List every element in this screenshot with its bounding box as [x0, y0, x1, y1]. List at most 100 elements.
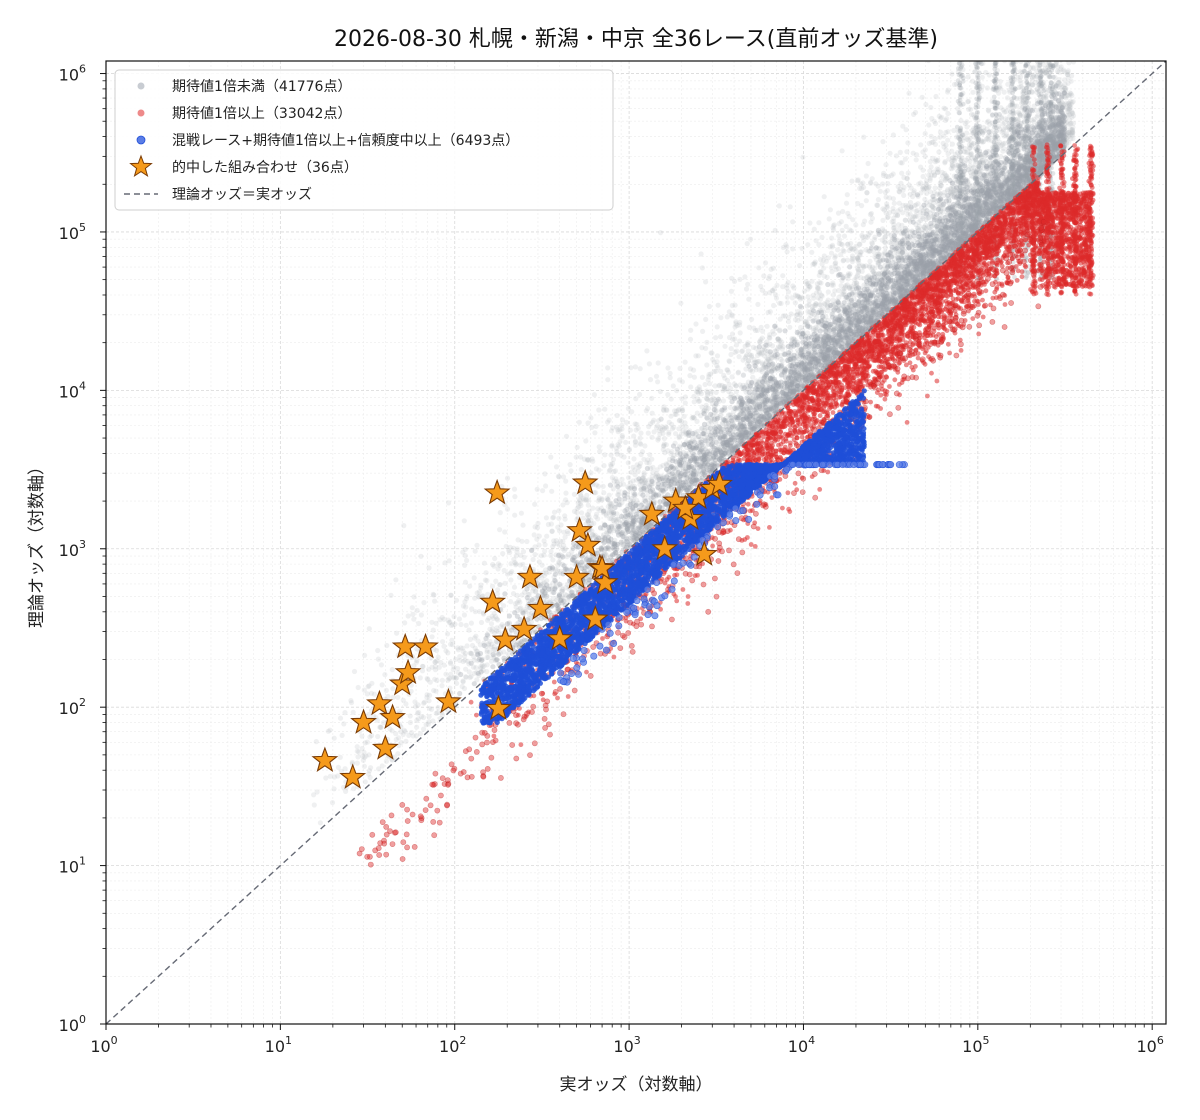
scatter-point-below — [841, 248, 847, 254]
scatter-point-below — [451, 613, 457, 620]
scatter-point-below — [350, 709, 356, 715]
scatter-point-below — [725, 367, 731, 373]
scatter-point-below — [508, 577, 514, 583]
scatter-point-below — [693, 321, 699, 327]
scatter-point-below — [727, 404, 733, 410]
scatter-point-below — [473, 665, 479, 671]
scatter-point-below — [859, 203, 865, 209]
scatter-point-below — [377, 724, 383, 730]
scatter-point-below — [714, 324, 720, 330]
scatter-point-below — [574, 444, 580, 450]
scatter-point-below — [1030, 65, 1036, 72]
scatter-point-below — [489, 583, 496, 590]
scatter-point-below — [891, 225, 898, 231]
scatter-point-below — [709, 350, 715, 356]
scatter-point-below — [868, 179, 874, 185]
scatter-point-below — [653, 373, 660, 379]
scatter-point-below — [1067, 98, 1073, 104]
scatter-point-below — [601, 490, 607, 496]
scatter-point-below — [833, 267, 839, 273]
scatter-point-below — [378, 662, 384, 668]
scatter-point-below — [913, 213, 919, 219]
scatter-point-below — [433, 688, 439, 694]
scatter-point-below — [500, 551, 506, 557]
scatter-point-below — [483, 570, 489, 576]
scatter-point-below — [898, 251, 904, 257]
scatter-point-below — [883, 162, 889, 168]
scatter-point-below — [858, 249, 864, 255]
scatter-point-below — [879, 292, 885, 298]
scatter-point-below — [784, 294, 790, 300]
scatter-point-below — [426, 719, 432, 725]
scatter-point-below — [805, 242, 811, 248]
scatter-point-below — [691, 399, 697, 405]
scatter-point-below — [551, 509, 558, 515]
scatter-point-below — [688, 384, 694, 390]
scatter-point-below — [366, 626, 372, 632]
scatter-point-below — [737, 330, 743, 336]
scatter-point-below — [596, 444, 602, 450]
scatter-point-below — [901, 184, 907, 190]
scatter-point-below — [744, 342, 750, 348]
scatter-point-below — [418, 553, 424, 559]
scatter-point-below — [497, 509, 503, 516]
scatter-point-below — [398, 739, 404, 746]
scatter-point-below — [707, 381, 713, 387]
scatter-point-below — [669, 426, 676, 432]
scatter-point-below — [869, 215, 876, 221]
scatter-point-below — [351, 668, 358, 675]
scatter-point-below — [922, 131, 928, 137]
scatter-point-below — [764, 323, 770, 329]
scatter-point-below — [843, 200, 850, 206]
scatter-point-below — [731, 396, 738, 402]
scatter-point-below — [844, 192, 850, 198]
scatter-point-below — [1014, 160, 1020, 166]
scatter-point-below — [637, 366, 643, 372]
scatter-point-below — [759, 398, 765, 404]
scatter-point-below — [579, 510, 585, 516]
scatter-point-below — [830, 292, 837, 298]
scatter-point-below — [890, 205, 896, 212]
scatter-point-below — [681, 413, 687, 419]
scatter-point-below — [965, 98, 972, 104]
scatter-point-below — [853, 280, 859, 286]
scatter-point-below — [362, 740, 368, 746]
scatter-point-below — [941, 105, 947, 111]
scatter-point-below — [1004, 157, 1010, 163]
scatter-point-below — [623, 439, 629, 445]
scatter-point-below — [484, 578, 490, 584]
scatter-point-below — [458, 621, 464, 628]
scatter-point-below — [771, 286, 777, 292]
scatter-point-below — [426, 714, 432, 720]
scatter-point-below — [880, 206, 886, 212]
scatter-point-below — [735, 370, 741, 376]
scatter-point-below — [439, 677, 445, 684]
scatter-point-below — [339, 732, 345, 739]
scatter-point-below — [560, 502, 566, 508]
scatter-point-below — [556, 515, 562, 521]
scatter-point-below — [354, 760, 360, 766]
scatter-point-below — [413, 703, 419, 710]
scatter-point-below — [730, 394, 737, 400]
scatter-point-below — [677, 377, 683, 383]
scatter-point-below — [632, 421, 638, 427]
scatter-point-below — [932, 136, 938, 142]
scatter-point-below — [655, 379, 661, 385]
scatter-point-below — [784, 244, 790, 250]
scatter-point-below — [913, 157, 919, 163]
scatter-point-below — [350, 786, 357, 792]
scatter-point-below — [963, 149, 969, 155]
scatter-point-below — [411, 594, 417, 600]
scatter-point-below — [446, 558, 452, 564]
scatter-point-below — [792, 300, 798, 306]
scatter-point-below — [789, 388, 795, 394]
scatter-point-below — [530, 556, 536, 563]
scatter-point-below — [512, 601, 518, 607]
scatter-point-below — [923, 101, 929, 108]
scatter-point-below — [759, 351, 765, 357]
scatter-point-below — [531, 532, 537, 538]
scatter-point-below — [451, 664, 457, 670]
scatter-point-below — [968, 56, 973, 61]
scatter-point-below — [827, 244, 833, 250]
scatter-point-below — [787, 204, 793, 210]
